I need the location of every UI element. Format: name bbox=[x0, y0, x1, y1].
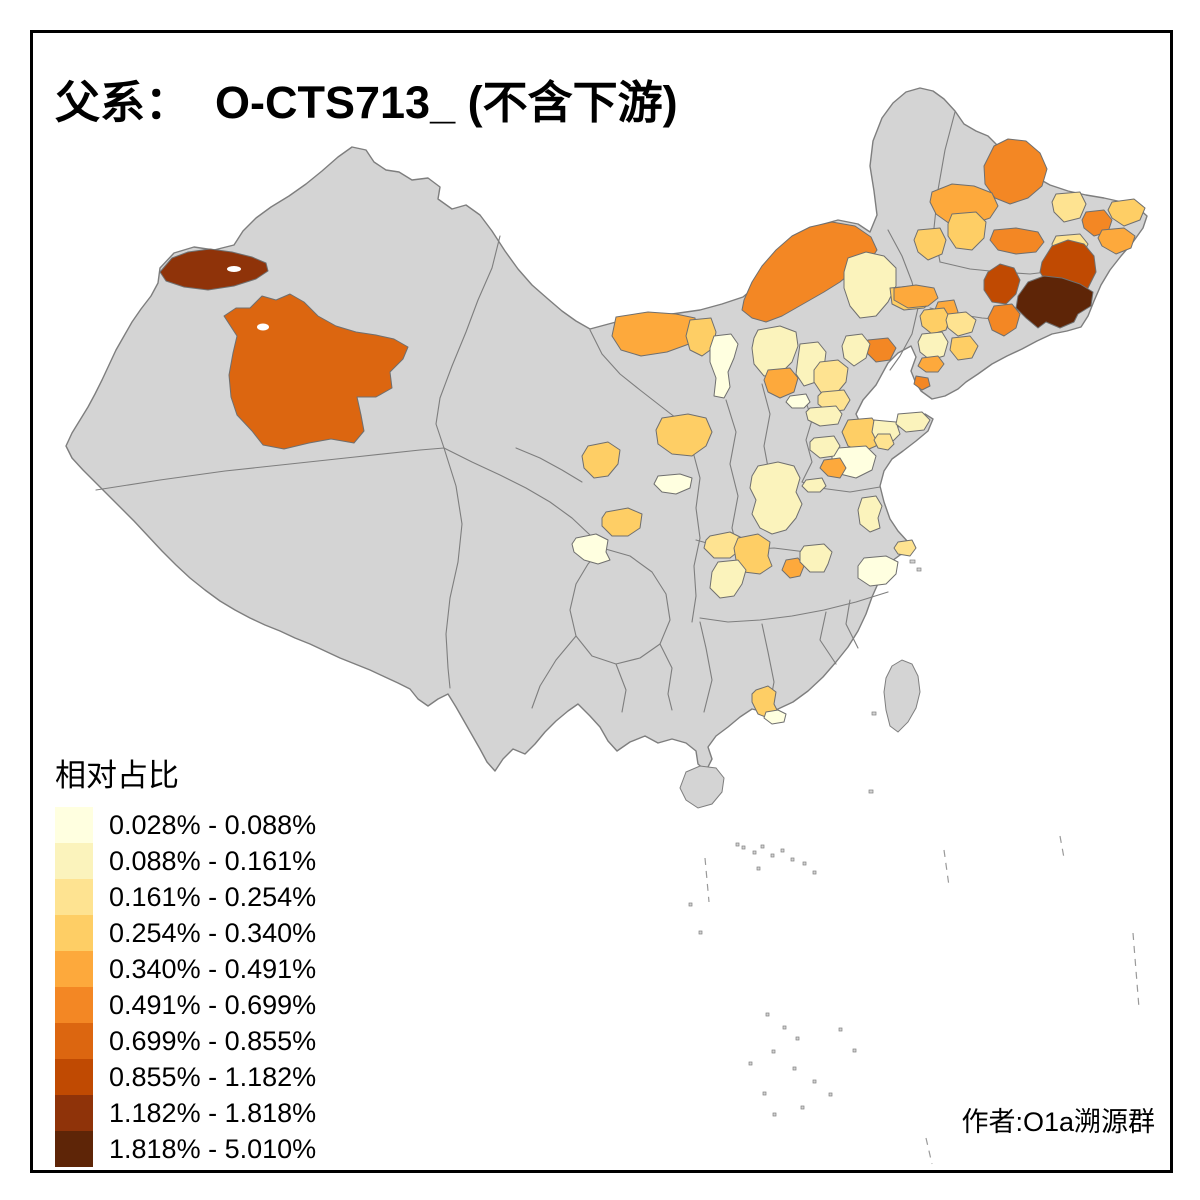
legend-swatch-2 bbox=[55, 843, 93, 879]
legend-swatch-6 bbox=[55, 987, 93, 1023]
region-xinyang-pale bbox=[799, 543, 833, 573]
region-dandong bbox=[949, 335, 979, 361]
lakes bbox=[227, 266, 269, 331]
choropleth-regions-layer bbox=[159, 138, 1146, 725]
legend-swatch-3 bbox=[55, 879, 93, 915]
region-xuzhou-pale bbox=[801, 477, 827, 493]
region-pingliang-cream bbox=[653, 473, 693, 495]
region-hanzhong bbox=[601, 507, 643, 537]
region-chengde bbox=[841, 333, 871, 367]
region-qingdao-n bbox=[873, 433, 895, 451]
region-fuyuan-tip bbox=[1107, 198, 1146, 227]
region-s-xinjiang-large bbox=[223, 293, 409, 450]
region-suihua-n bbox=[947, 211, 987, 251]
legend-swatch-8 bbox=[55, 1059, 93, 1095]
legend-label-5: 0.340% - 0.491% bbox=[109, 954, 317, 984]
legend-row-8: 0.855% - 1.182% bbox=[55, 1059, 316, 1095]
legend-label-1: 0.028% - 0.088% bbox=[109, 810, 317, 840]
attribution-text: 作者:O1a溯源群 bbox=[961, 1107, 1155, 1137]
legend-label-10: 1.818% - 5.010% bbox=[109, 1134, 317, 1164]
legend-swatch-9 bbox=[55, 1095, 93, 1131]
region-fushun bbox=[945, 311, 977, 337]
region-nw-xinjiang-dark bbox=[159, 248, 269, 291]
legend-swatch-10 bbox=[55, 1131, 93, 1167]
region-qiqihar bbox=[913, 227, 947, 261]
region-yingkou bbox=[917, 355, 945, 373]
region-hohhot-cream bbox=[709, 333, 739, 399]
region-harbin-n bbox=[989, 227, 1045, 255]
region-jiamusi-pale bbox=[1051, 191, 1087, 223]
region-jining bbox=[819, 457, 847, 479]
region-shiyan bbox=[703, 531, 743, 559]
south-china-sea-islets bbox=[688, 835, 1140, 1165]
region-siping bbox=[893, 284, 939, 309]
region-yulin bbox=[655, 413, 713, 457]
legend-row-1: 0.028% - 0.088% bbox=[55, 807, 316, 843]
legend-label-3: 0.161% - 0.254% bbox=[109, 882, 317, 912]
region-liaocheng bbox=[809, 435, 841, 459]
region-datong bbox=[763, 367, 799, 399]
region-chengdu-cream bbox=[571, 533, 611, 565]
legend-row-7: 0.699% - 0.855% bbox=[55, 1023, 316, 1059]
region-e-heilongjiang bbox=[1097, 227, 1136, 255]
legend-swatch-5 bbox=[55, 951, 93, 987]
region-yanbian-darkest bbox=[1015, 275, 1094, 329]
islands bbox=[679, 559, 922, 809]
legend-row-3: 0.161% - 0.254% bbox=[55, 879, 316, 915]
legend-swatch-1 bbox=[55, 807, 93, 843]
region-baotou bbox=[685, 317, 717, 357]
region-xiangyang bbox=[733, 533, 773, 575]
region-lanzhou bbox=[581, 441, 621, 479]
legend-row-9: 1.182% - 1.818% bbox=[55, 1095, 316, 1131]
legend-row-2: 0.088% - 0.161% bbox=[55, 843, 316, 879]
region-dalian bbox=[913, 375, 931, 391]
taiwan-island bbox=[883, 659, 921, 733]
region-pearl-delta-cream bbox=[763, 709, 787, 725]
region-anhui-pale bbox=[749, 461, 803, 535]
region-nenjiang bbox=[929, 183, 999, 225]
map-title: 父系： O-CTS713_ (不含下游) bbox=[55, 77, 678, 128]
legend-label-9: 1.182% - 1.818% bbox=[109, 1098, 317, 1128]
region-jilin-city bbox=[983, 263, 1021, 305]
legend-swatch-7 bbox=[55, 1023, 93, 1059]
region-yantai bbox=[895, 411, 931, 433]
region-n-zhejiang-cream bbox=[857, 555, 899, 587]
region-tonghua bbox=[987, 303, 1021, 337]
region-tongliao-pale bbox=[843, 251, 897, 319]
region-dezhou bbox=[805, 405, 843, 427]
region-jiangsu-mid bbox=[857, 495, 883, 533]
legend-row-10: 1.818% - 5.010% bbox=[55, 1131, 316, 1167]
legend-row-5: 0.340% - 0.491% bbox=[55, 951, 316, 987]
legend-label-2: 0.088% - 0.161% bbox=[109, 846, 317, 876]
legend-swatch-4 bbox=[55, 915, 93, 951]
legend-label-7: 0.699% - 0.855% bbox=[109, 1026, 317, 1056]
region-jingmen-pale bbox=[709, 559, 747, 599]
legend-label-6: 0.491% - 0.699% bbox=[109, 990, 317, 1020]
legend: 相对占比 0.028% - 0.088% 0.088% - 0.161% 0.161… bbox=[55, 750, 316, 1167]
legend-rows: 0.028% - 0.088% 0.088% - 0.161% 0.161% - 0… bbox=[55, 807, 316, 1167]
region-hebei-cream bbox=[785, 393, 811, 409]
region-suizhou bbox=[781, 557, 805, 579]
legend-row-6: 0.491% - 0.699% bbox=[55, 987, 316, 1023]
hainan-island bbox=[679, 765, 725, 809]
legend-row-4: 0.254% - 0.340% bbox=[55, 915, 316, 951]
legend-label-4: 0.254% - 0.340% bbox=[109, 918, 317, 948]
legend-label-8: 0.855% - 1.182% bbox=[109, 1062, 317, 1092]
region-shanghai bbox=[893, 539, 917, 557]
legend-title: 相对占比 bbox=[55, 758, 179, 793]
